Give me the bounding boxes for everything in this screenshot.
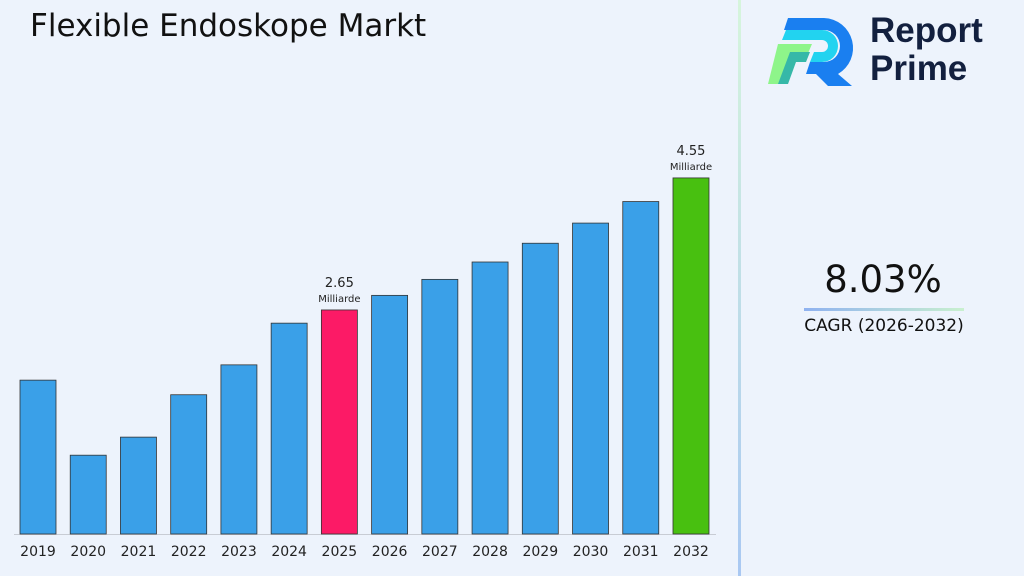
x-tick-label: 2029 [522,544,558,560]
cagr-underline [804,308,964,311]
bar-2019 [19,379,57,535]
x-tick-label: 2019 [20,544,56,560]
bar-2031 [622,201,660,535]
bar-2032 [672,177,710,535]
x-tick-label: 2023 [221,544,257,560]
x-tick-label: 2031 [623,544,659,560]
bar-2030 [572,222,609,535]
bar-2021 [120,436,157,535]
chart-title: Flexible Endoskope Markt [30,8,427,44]
bar-2026 [371,294,409,535]
x-tick-label: 2024 [271,544,307,560]
cagr-value: 8.03% [824,258,942,301]
data-label-unit: Milliarde [670,162,712,173]
x-tick-label: 2026 [372,544,408,560]
bar-2020 [69,454,107,535]
bar-2022 [170,394,208,535]
bar-2023 [220,364,258,535]
bar-2024 [270,322,308,535]
cagr-label: CAGR (2026-2032) [804,316,964,336]
bar-2027 [421,278,459,535]
data-label-value: 2.65 [325,276,354,291]
data-label-unit: Milliarde [318,294,360,305]
bar-2029 [521,242,559,535]
logo-text: Report Prime [870,12,983,88]
x-tick-label: 2032 [673,544,709,560]
divider [738,0,741,576]
bar-chart: 2019 2020 2021 2022 2023 2024 2025 2.65 Milliard… [14,144,716,560]
logo-line2: Prime [870,49,968,88]
x-tick-label: 2022 [171,544,207,560]
x-tick-label: 2027 [422,544,458,560]
bar-2025 [320,309,358,535]
bar-2028 [471,261,509,535]
x-tick-label: 2020 [70,544,106,560]
x-tick-label: 2028 [472,544,508,560]
x-tick-label: 2025 [322,544,358,560]
x-tick-label: 2021 [121,544,157,560]
x-tick-label: 2030 [573,544,609,560]
logo-line1: Report [870,11,983,50]
data-label-value: 4.55 [677,144,706,159]
report-prime-logo-icon [768,18,854,86]
